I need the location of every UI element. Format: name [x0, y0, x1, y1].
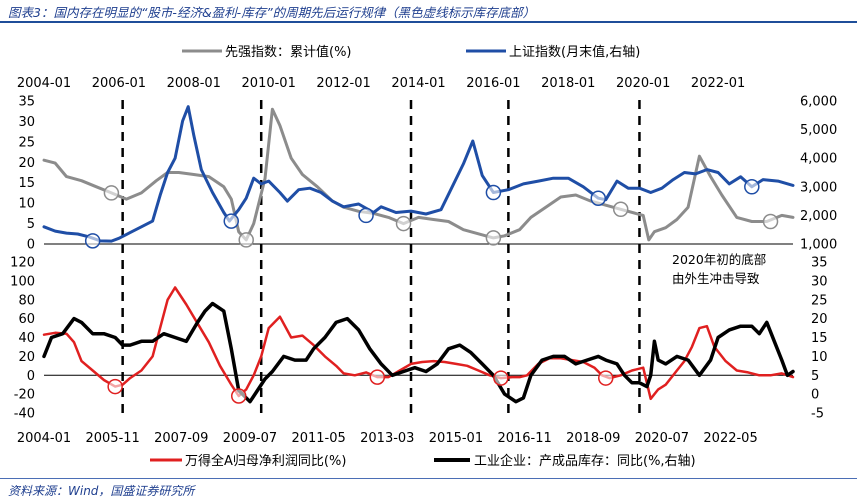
top-left-tick: 25	[18, 135, 35, 150]
leading-index-bottom-marker	[762, 213, 779, 230]
chart-title: 图表3：国内存在明显的“股市-经济&盈利-库存”的周期先后运行规律（黑色虚线标示…	[8, 5, 536, 20]
bottom-right-tick: 0	[811, 388, 819, 403]
top-left-tick: 15	[18, 176, 35, 191]
bottom-left-tick: 0	[27, 369, 35, 384]
top-left-tick: 35	[18, 95, 35, 110]
bottom-date-label: 2016-11	[497, 431, 551, 446]
bottom-left-tick: 20	[18, 350, 35, 365]
leading-index-bottom-marker	[612, 201, 629, 218]
bottom-left-tick: 60	[18, 312, 35, 327]
bottom-right-tick: 5	[811, 369, 819, 384]
top-date-label: 2010-01	[242, 76, 296, 91]
legend-label-black: 工业企业：产成品库存：同比(%,右轴)	[474, 453, 696, 469]
bottom-right-tick: 30	[811, 274, 828, 289]
bottom-left-tick: 100	[10, 274, 35, 289]
bottom-date-label: 2020-07	[635, 431, 689, 446]
bottom-left-tick: 120	[10, 256, 35, 271]
profit-bottom-marker	[598, 370, 614, 386]
leading-index-bottom-marker	[103, 185, 120, 201]
bottom-right-tick: -5	[811, 407, 824, 422]
series-line-inventory-yoy	[42, 301, 795, 404]
top-left-tick: 0	[27, 238, 35, 253]
leading-index-bottom-marker	[238, 232, 254, 248]
bottom-date-label: 2013-03	[360, 431, 414, 446]
top-right-tick: 1,000	[800, 238, 837, 253]
title-rule	[0, 21, 857, 23]
profit-bottom-marker	[107, 378, 123, 395]
top-date-label: 2012-01	[316, 76, 370, 91]
bottom-left-tick: -20	[14, 388, 35, 403]
profit-bottom-marker	[493, 370, 509, 386]
top-date-label: 2022-01	[691, 76, 745, 91]
top-left-tick: 10	[18, 197, 35, 212]
series-line-net-profit-yoy	[42, 286, 795, 401]
top-right-tick: 2,000	[800, 209, 837, 224]
bottom-right-tick: 25	[811, 293, 828, 308]
bottom-date-label: 2009-07	[223, 431, 277, 446]
source-note: 资料来源：Wind，国盛证券研究所	[8, 484, 195, 498]
sse-bottom-marker	[223, 213, 239, 229]
top-right-tick: 6,000	[800, 95, 837, 110]
bottom-right-tick: 35	[811, 256, 828, 271]
bottom-date-label: 2005-11	[85, 431, 139, 446]
top-date-label: 2008-01	[167, 76, 221, 91]
sse-bottom-marker	[590, 190, 607, 206]
bottom-left-tick: 80	[18, 293, 35, 308]
chart-canvas: 先强指数：累计值(%) 上证指数(月末值,右轴)2004-01 2006-01 200…	[10, 44, 837, 469]
top-date-label: 2004-01	[17, 76, 71, 91]
profit-bottom-marker	[230, 388, 247, 404]
legend-label-blue: 上证指数(月末值,右轴)	[509, 44, 640, 60]
bottom-date-label: 2007-09	[154, 431, 208, 446]
bottom-right-tick: 10	[811, 350, 828, 365]
bottom-date-label: 2004-01	[17, 431, 71, 446]
sse-bottom-marker	[744, 179, 760, 195]
top-date-label: 2016-01	[466, 76, 520, 91]
annotation-text: 2020年初的底部	[672, 252, 766, 267]
legend-label-red: 万得全A归母净利润同比(%)	[185, 453, 346, 469]
top-left-tick: 20	[18, 156, 35, 171]
bottom-date-label: 2018-09	[566, 431, 620, 446]
legend-label-gray: 先强指数：累计值(%)	[225, 44, 352, 60]
top-right-tick: 4,000	[800, 152, 837, 167]
bottom-left-tick: 40	[18, 331, 35, 346]
series-line-sse-index	[42, 105, 795, 243]
annotation-text: 由外生冲击导致	[672, 271, 760, 286]
sse-bottom-marker	[485, 184, 502, 201]
sse-bottom-marker	[358, 207, 374, 224]
top-date-label: 2014-01	[391, 76, 445, 91]
top-left-tick: 5	[27, 217, 35, 232]
sse-bottom-marker	[84, 233, 101, 249]
top-right-tick: 5,000	[800, 123, 837, 138]
top-right-tick: 3,000	[800, 180, 837, 195]
bottom-date-label: 2022-05	[703, 431, 757, 446]
source-rule	[0, 478, 857, 479]
bottom-right-tick: 20	[811, 312, 828, 327]
top-date-label: 2018-01	[541, 76, 595, 91]
series-line-leading-index	[42, 107, 795, 242]
top-date-label: 2020-01	[616, 76, 670, 91]
profit-bottom-marker	[369, 369, 386, 385]
bottom-date-label: 2011-05	[291, 431, 345, 446]
top-date-label: 2006-01	[92, 76, 146, 91]
leading-index-bottom-marker	[485, 230, 502, 246]
bottom-right-tick: 15	[811, 331, 828, 346]
bottom-date-label: 2015-01	[429, 431, 483, 446]
top-left-tick: 30	[18, 115, 35, 130]
leading-index-bottom-marker	[395, 215, 412, 232]
bottom-left-tick: -40	[14, 407, 35, 422]
